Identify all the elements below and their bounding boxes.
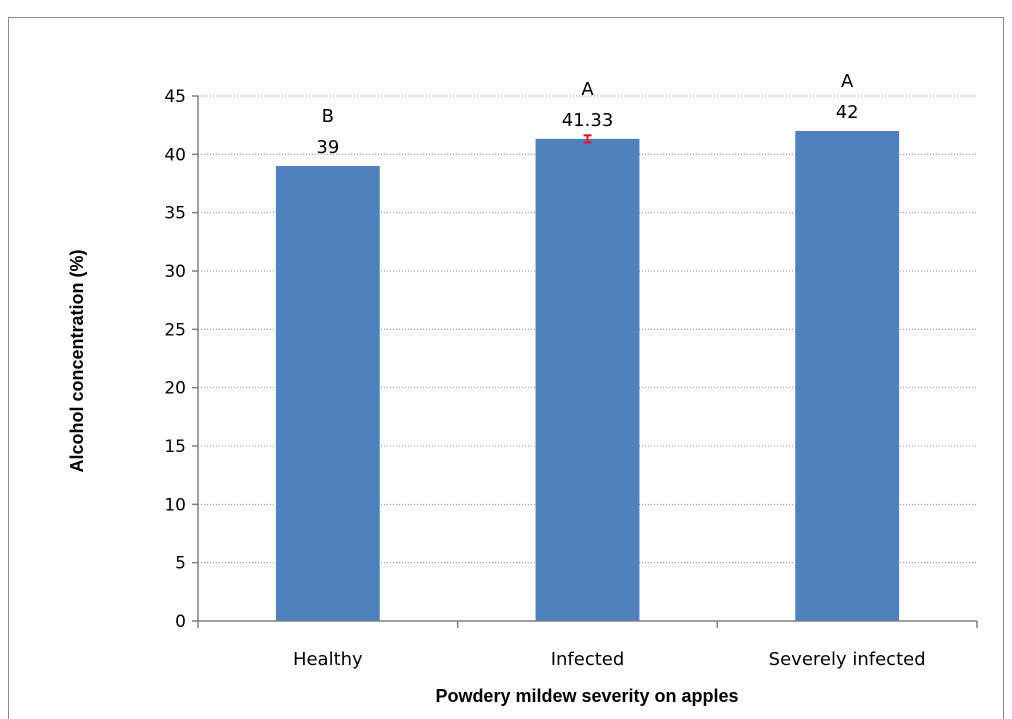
axes [192, 95, 978, 628]
y-tick-label: 40 [164, 145, 186, 165]
y-tick-label: 20 [164, 379, 186, 399]
y-tick-label: 45 [164, 87, 186, 107]
x-tick-label: Healthy [293, 649, 363, 670]
y-tick-label: 35 [164, 204, 186, 224]
data-label: 42 [836, 102, 859, 123]
y-tick-label: 25 [164, 320, 186, 340]
y-tick-label: 10 [164, 495, 186, 515]
x-tick-label: Severely infected [769, 649, 926, 670]
bar [795, 131, 900, 621]
y-axis-title: Alcohol concentration (%) [67, 249, 87, 472]
y-tick-label: 5 [175, 554, 186, 574]
x-tick-label: Infected [551, 649, 625, 670]
significance-letter: A [581, 79, 594, 100]
y-tick-label: 30 [164, 262, 186, 282]
x-axis-title: Powdery mildew severity on apples [435, 686, 738, 706]
y-tick-label: 0 [175, 612, 186, 632]
significance-letter: B [322, 106, 334, 127]
labels: 0 5 10 15 20 25 30 35 40 45 39 B Healthy 41.33 A Infect… [164, 71, 925, 670]
significance-letter: A [841, 71, 854, 92]
bar [275, 166, 380, 621]
y-tick-label: 15 [164, 437, 186, 457]
data-label: 39 [316, 137, 339, 158]
bar [535, 138, 640, 622]
bars [275, 131, 900, 622]
data-label: 41.33 [562, 110, 614, 131]
